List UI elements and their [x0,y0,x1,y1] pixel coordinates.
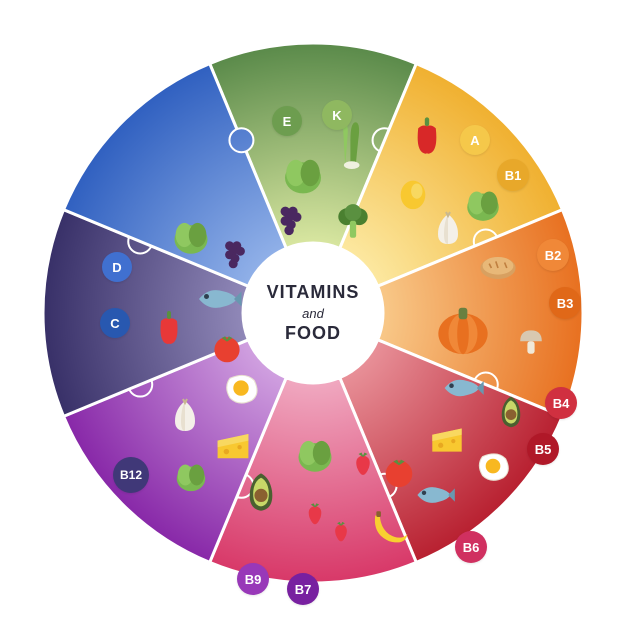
avocado-icon [493,393,529,434]
banana-icon [366,502,412,553]
bread-icon [476,246,520,295]
vitamin-badge-b2: B2 [537,239,569,271]
center-and: and [302,306,324,321]
vitamin-badge-b12: B12 [113,457,149,493]
vitamin-badge-b3: B3 [549,287,581,319]
grapes-icon [217,235,253,276]
puzzle-notch [229,128,253,152]
vitamin-badge-b4: B4 [545,387,577,419]
fish-icon [440,365,486,416]
vitamin-badge-e: E [272,106,302,136]
greens-icon [169,213,213,262]
leaf-icon [172,456,210,499]
tomato-icon [209,329,245,370]
vitamin-badge-b1: B1 [497,159,529,191]
lettuce-icon [293,431,337,480]
strawberry-icon [301,499,329,532]
green-leaf-icon [462,182,504,229]
mango-icon [394,174,432,217]
red-pepper-icon [405,113,449,162]
garlic-icon [165,395,205,440]
fried-egg-icon [472,444,514,491]
avocado-icon [239,469,283,518]
vitamin-badge-k: K [322,100,352,130]
vitamin-badge-b6: B6 [455,531,487,563]
center-title-bottom: FOOD [285,323,341,345]
center-hub: VITAMINS and FOOD [243,243,383,383]
vitamin-badge-a: A [460,125,490,155]
lettuce-icon [279,149,327,202]
strawberry-icon [328,518,354,549]
center-title-top: VITAMINS [267,282,360,304]
grapes-icon [272,200,310,243]
fried-egg-icon [219,365,263,414]
cheese-icon [211,423,255,472]
fish-icon [194,274,244,329]
vitamin-badge-b9: B9 [237,563,269,595]
vitamin-badge-c: C [100,308,130,338]
vitamin-badge-b5: B5 [527,433,559,465]
mushroom-icon [513,325,549,366]
pumpkin-icon [434,299,492,362]
bell-pepper-icon [149,307,189,352]
broccoli-icon [332,202,374,249]
vitamin-badge-d: D [102,252,132,282]
cheese-icon [426,418,468,465]
vitamin-wheel: VITAMINS and FOOD EKAB1B2B3B4B5B6B9B7B12… [43,43,583,583]
vitamin-badge-b7: B7 [287,573,319,605]
fish-icon [413,473,457,522]
strawberry-icon [348,448,378,483]
